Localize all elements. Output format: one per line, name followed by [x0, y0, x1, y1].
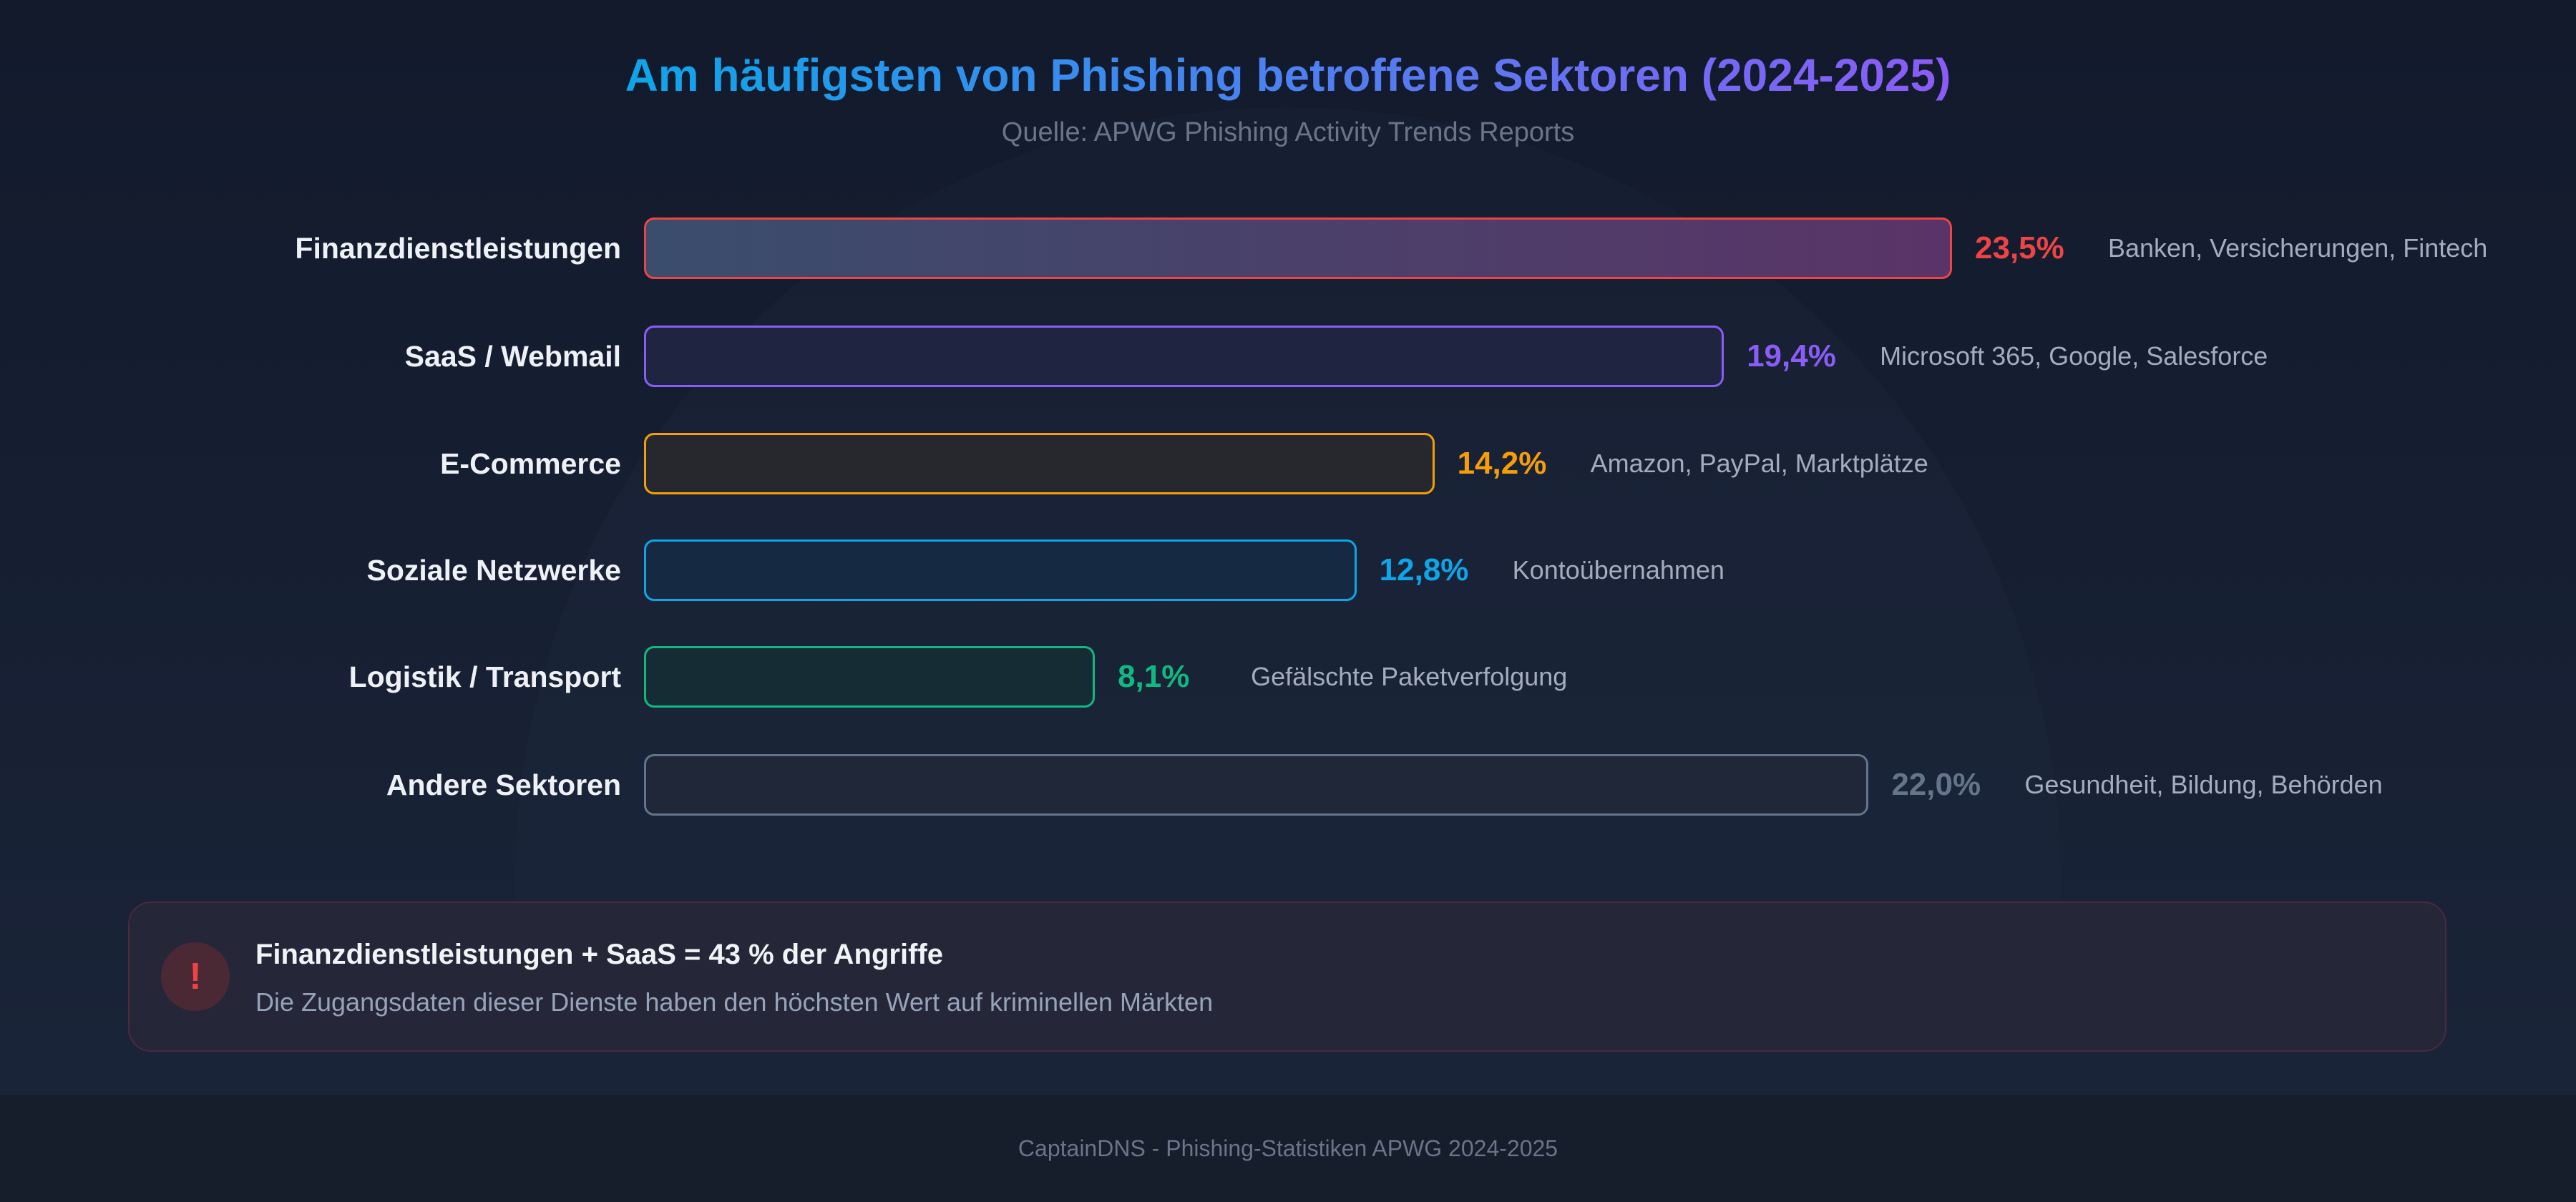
category-label: Andere Sektoren [386, 768, 621, 801]
bar [644, 218, 1952, 279]
category-label: SaaS / Webmail [404, 340, 621, 373]
category-label: Logistik / Transport [348, 660, 621, 693]
category-label: Finanzdienstleistungen [295, 232, 621, 265]
callout-title: Finanzdienstleistungen + SaaS = 43 % der… [255, 939, 943, 970]
footer: CaptainDNS - Phishing-Statistiken APWG 2… [0, 1095, 2576, 1202]
bar [644, 539, 1357, 601]
callout-subtitle: Die Zugangsdaten dieser Dienste haben de… [255, 987, 1214, 1017]
value-label: 14,2% [1457, 446, 1547, 481]
chart-subtitle: Quelle: APWG Phishing Activity Trends Re… [1001, 117, 1575, 147]
description-label: Gesundheit, Bildung, Behörden [2024, 770, 2383, 799]
bar-row: Logistik / Transport 8,1% Gefälschte Pak… [0, 646, 2576, 708]
bar [644, 433, 1435, 494]
value-label: 19,4% [1747, 338, 1836, 373]
bar-row: E-Commerce 14,2% Amazon, PayPal, Marktpl… [0, 433, 2576, 494]
bar-row: Andere Sektoren 22,0% Gesundheit, Bildun… [0, 754, 2576, 816]
value-label: 23,5% [1975, 230, 2064, 265]
bar [644, 326, 1724, 387]
value-label: 8,1% [1118, 659, 1190, 694]
chart-title: Am häufigsten von Phishing betroffene Se… [625, 49, 1951, 101]
bar-row: SaaS / Webmail 19,4% Microsoft 365, Goog… [0, 326, 2576, 387]
description-label: Gefälschte Paketverfolgung [1251, 662, 1568, 691]
footer-text: CaptainDNS - Phishing-Statistiken APWG 2… [1018, 1135, 1558, 1161]
description-label: Kontoübernahmen [1512, 555, 1724, 585]
description-label: Amazon, PayPal, Marktplätze [1590, 449, 1928, 478]
bar [644, 646, 1096, 708]
callout-box: ! Finanzdienstleistungen + SaaS = 43 % d… [128, 902, 2446, 1052]
category-label: E-Commerce [440, 447, 621, 480]
value-label: 12,8% [1379, 552, 1469, 587]
bar [644, 754, 1869, 816]
description-label: Microsoft 365, Google, Salesforce [1880, 341, 2268, 371]
bar-row: Soziale Netzwerke 12,8% Kontoübernahmen [0, 539, 2576, 601]
bar-row: Finanzdienstleistungen 23,5% Banken, Ver… [0, 218, 2576, 279]
exclamation-icon: ! [161, 942, 230, 1011]
category-label: Soziale Netzwerke [366, 554, 622, 587]
description-label: Banken, Versicherungen, Fintech [2108, 233, 2488, 263]
value-label: 22,0% [1891, 767, 1981, 802]
